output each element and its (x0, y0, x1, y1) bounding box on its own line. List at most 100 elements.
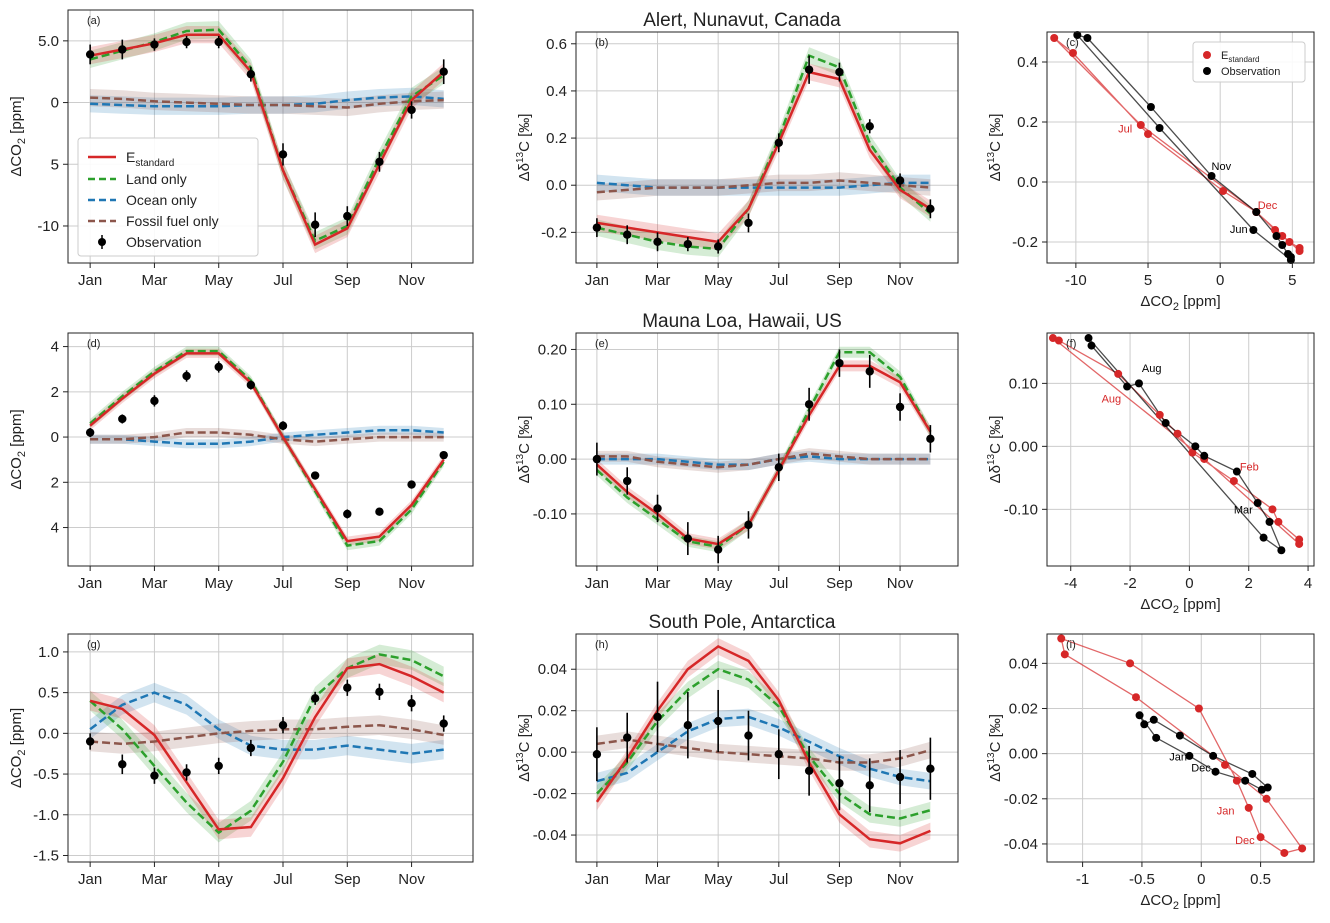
obs-point-h-9 (865, 781, 874, 790)
obs-point-f-7 (1232, 467, 1241, 476)
model-point-i-5 (1060, 650, 1069, 659)
obs-point-f-5 (1191, 442, 1200, 451)
model-point-i-11 (1256, 833, 1265, 842)
band-land-d (90, 346, 444, 551)
band-standard-d (90, 348, 444, 546)
obs-point-g-8 (343, 683, 352, 692)
series-line-land-e (596, 350, 932, 549)
y-tick-label-h-1: 0.02 (538, 703, 567, 720)
x-tick-label-a-5: Nov (398, 272, 425, 289)
x-tick-label-a-2: May (205, 272, 234, 289)
x-tick-label-g-1: Mar (142, 871, 168, 888)
x-tick-label-b-2: May (704, 272, 733, 289)
obs-point-d-6 (278, 421, 288, 430)
y-tick-label-b-2: 0.2 (546, 130, 567, 147)
x-tick-label-f-1: -2 (1123, 575, 1136, 592)
obs-point-f-1 (1087, 341, 1096, 350)
y-tick-label-i-0: 0.04 (1009, 655, 1038, 672)
obs-point-b-5 (744, 218, 753, 228)
obs-point-i-2 (1135, 711, 1144, 720)
obs-point-d-2 (150, 396, 159, 406)
legend-small-label-observation: Observation (1221, 66, 1280, 78)
annotation-i-3: Dec (1235, 835, 1255, 847)
band-fossil-g (90, 715, 444, 754)
obs-point-b-10 (895, 176, 905, 185)
annotation-f-3: Mar (1234, 505, 1253, 517)
y-tick-label-g-0: 1.0 (38, 644, 59, 661)
obs-point-d-10 (407, 480, 416, 489)
x-tick-label-b-1: Mar (645, 272, 671, 289)
annotation-i-1: Dec (1191, 763, 1211, 775)
series-line-ocean-h (596, 715, 931, 783)
y-tick-label-f-2: -0.10 (1004, 501, 1038, 518)
obs-point-i-4 (1149, 715, 1158, 724)
obs-point-c-7 (1073, 31, 1082, 39)
model-point-f-3 (1155, 410, 1164, 419)
y-tick-label-d-1: 2 (51, 384, 59, 401)
model-point-i-10 (1280, 848, 1289, 857)
model-point-c-9 (1144, 130, 1153, 138)
x-tick-label-i-0: -1 (1076, 871, 1089, 888)
y-tick-label-b-3: 0.0 (546, 177, 567, 194)
legend-label-observation: Observation (126, 234, 201, 250)
band-fossil-h (596, 731, 931, 771)
model-point-i-4 (1057, 634, 1066, 643)
x-tick-label-f-0: -4 (1064, 575, 1077, 592)
y-tick-label-c-0: 0.4 (1017, 54, 1038, 71)
obs-point-g-7 (310, 694, 320, 703)
model-point-c-4 (1295, 247, 1304, 255)
obs-point-e-1 (623, 476, 632, 486)
legend-entry-ocean: Ocean only (88, 192, 197, 208)
x-tick-label-h-4: Sep (826, 871, 853, 888)
obs-point-c-6 (1155, 124, 1164, 132)
panel-tag-a: (a) (87, 15, 100, 27)
legend-main: Estandard Land only Ocean only Fossil fu… (77, 137, 259, 257)
obs-point-d-3 (182, 371, 191, 381)
obs-point-a-5 (246, 69, 256, 79)
obs-point-d-8 (343, 509, 352, 519)
obs-point-i-11 (1211, 767, 1220, 776)
band-land-a (90, 21, 444, 250)
obs-point-c-1 (1278, 241, 1287, 249)
axes-frame-a (67, 9, 474, 264)
obs-point-e-6 (774, 463, 783, 472)
x-tick-label-d-3: Jul (273, 575, 292, 592)
series-line-fossil-h (596, 738, 931, 764)
obs-point-a-4 (214, 37, 223, 47)
band-land-h (596, 660, 931, 827)
y-tick-label-d-3: 2 (51, 474, 59, 491)
series-line-fossil-g (90, 723, 444, 746)
x-tick-label-i-3: 0.5 (1250, 871, 1271, 888)
x-tick-label-d-2: May (205, 575, 234, 592)
obs-point-e-10 (895, 402, 905, 412)
obs-point-h-5 (744, 731, 753, 740)
series-line-land-g (89, 653, 445, 835)
x-tick-label-g-2: May (205, 871, 234, 888)
series-line-ocean-a (90, 95, 444, 108)
obs-point-g-4 (214, 761, 223, 771)
obs-point-i-9 (1257, 785, 1266, 794)
x-axis-label-i: ΔCO2 [ppm] (1140, 892, 1220, 912)
y-tick-label-g-5: -1.5 (33, 847, 59, 864)
obs-point-b-11 (926, 204, 935, 213)
x-tick-label-a-1: Mar (142, 272, 168, 289)
obs-point-c-0 (1272, 232, 1281, 240)
chart-panel-d: 4 2 0 2 4 Jan Mar May Jul Sep Nov (d) ΔCO2 [ppm] (8, 332, 474, 592)
obs-point-f-9 (1265, 517, 1274, 526)
y-axis-label-g: ΔCO2 [ppm] (8, 708, 28, 788)
x-tick-label-b-3: Jul (769, 272, 788, 289)
model-point-c-1 (1278, 232, 1287, 240)
obs-point-h-1 (623, 733, 632, 742)
y-tick-label-a-0: 5.0 (38, 33, 59, 50)
model-point-i-9 (1298, 844, 1307, 853)
legend-small-label-standard: Estandard (1221, 50, 1259, 64)
model-point-i-0 (1244, 803, 1253, 812)
obs-point-i-5 (1175, 731, 1184, 740)
annotation-c-1: Dec (1258, 200, 1278, 212)
x-tick-label-h-0: Jan (585, 871, 609, 888)
obs-point-f-3 (1134, 379, 1143, 388)
x-tick-label-b-5: Nov (887, 272, 914, 289)
y-tick-label-e-1: 0.10 (538, 396, 567, 413)
x-tick-label-e-2: May (704, 575, 733, 592)
y-tick-label-c-1: 0.2 (1017, 114, 1038, 131)
